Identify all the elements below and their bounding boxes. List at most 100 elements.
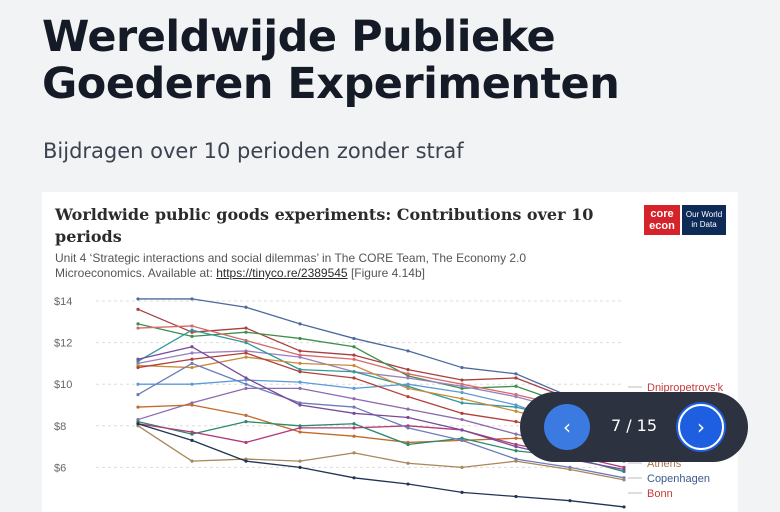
data-point [352, 345, 356, 349]
data-point [298, 403, 302, 407]
data-point [244, 355, 248, 359]
data-point [460, 490, 464, 494]
data-point [406, 461, 410, 465]
data-point [460, 378, 464, 382]
data-point [460, 390, 464, 395]
data-point [136, 307, 140, 311]
data-point [568, 499, 572, 503]
data-point [298, 322, 302, 326]
data-point [136, 357, 140, 361]
data-point [406, 349, 410, 353]
data-point [244, 376, 248, 380]
y-tick-label: $6 [54, 462, 66, 474]
data-point [460, 417, 464, 422]
data-point [244, 330, 248, 334]
data-point [460, 428, 464, 432]
data-point [136, 326, 140, 330]
data-point [352, 353, 356, 357]
data-point [622, 505, 626, 509]
data-point [514, 409, 518, 413]
data-point [190, 334, 194, 338]
source-link[interactable]: https://tinyco.re/2389545 [216, 266, 348, 280]
data-point [514, 420, 518, 424]
data-point [298, 465, 302, 469]
data-point [514, 403, 518, 407]
data-point [244, 305, 248, 309]
data-point [190, 361, 194, 365]
data-point [352, 426, 356, 430]
y-tick-label: $12 [54, 338, 72, 350]
data-point [406, 372, 410, 376]
data-point [514, 384, 518, 388]
data-point [460, 384, 464, 388]
data-point [514, 494, 518, 499]
data-point [244, 351, 248, 355]
data-point [622, 467, 626, 472]
data-point [190, 324, 194, 328]
data-point [352, 336, 356, 341]
data-point [190, 297, 194, 301]
data-point [406, 395, 410, 399]
data-point [460, 397, 464, 401]
data-point [136, 382, 140, 386]
data-point [460, 465, 464, 469]
data-point [568, 467, 572, 472]
data-point [352, 451, 356, 455]
data-point [406, 426, 410, 430]
data-point [514, 395, 518, 399]
data-point [352, 434, 356, 438]
data-point [244, 440, 248, 445]
data-point [460, 411, 464, 415]
chart-card: $14 $12 $10 $8 $6 Dnipropetrovs'k Athens Copenh… [42, 192, 738, 512]
data-point [244, 382, 248, 386]
data-point [190, 438, 194, 442]
data-point [352, 476, 356, 480]
data-point [298, 336, 302, 341]
core-econ-logo: core econ [644, 205, 680, 235]
data-point [298, 386, 302, 390]
data-point [622, 478, 626, 482]
series-line [137, 362, 625, 479]
publisher-logos: core econ Our World in Data [644, 205, 726, 235]
data-point [136, 393, 140, 397]
next-slide-button[interactable]: › [678, 404, 724, 450]
previous-slide-button[interactable]: ‹ [544, 404, 590, 450]
data-point [136, 365, 140, 370]
data-point [352, 363, 356, 368]
source-figure-ref: [Figure 4.14b] [347, 266, 425, 280]
data-point [352, 370, 356, 374]
data-point [136, 322, 140, 326]
data-point [460, 365, 464, 370]
data-point [406, 382, 410, 386]
data-point [136, 297, 140, 301]
data-point [136, 422, 140, 426]
data-point [352, 386, 356, 390]
data-point [514, 449, 518, 453]
chevron-right-icon: › [697, 415, 705, 439]
data-point [352, 411, 356, 415]
data-point [136, 405, 140, 409]
data-point [406, 482, 410, 486]
data-point [244, 420, 248, 424]
data-point [244, 326, 248, 330]
data-point [514, 432, 518, 436]
series-line [138, 298, 625, 414]
data-point [514, 372, 518, 376]
data-point [406, 407, 410, 411]
data-point [406, 368, 410, 372]
data-point [190, 403, 194, 407]
series-line [137, 425, 625, 481]
data-point [460, 438, 464, 442]
chart-title: Worldwide public goods experiments: Cont… [55, 205, 594, 246]
y-tick-label: $10 [54, 379, 72, 391]
data-point [298, 426, 302, 430]
data-point [244, 413, 248, 417]
data-point [406, 442, 410, 447]
data-point [190, 345, 194, 349]
data-point [514, 376, 518, 380]
data-point [352, 397, 356, 401]
data-point [406, 415, 410, 420]
series-end-label: Copenhagen [647, 473, 710, 485]
data-point [298, 380, 302, 384]
data-point [244, 459, 248, 463]
